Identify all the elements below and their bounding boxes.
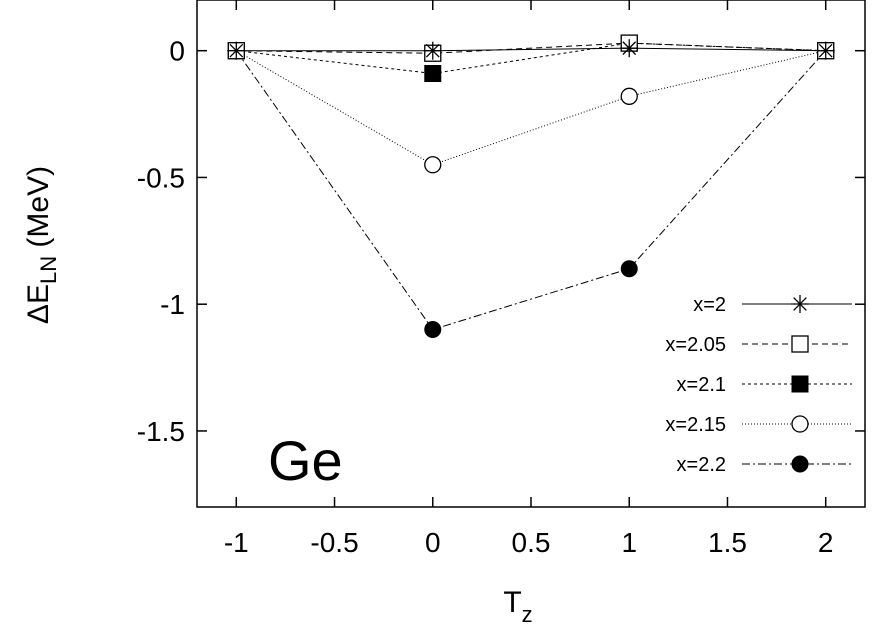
legend-label: x=2.1 — [677, 374, 726, 396]
series-line — [236, 42, 826, 54]
element-annotation: Ge — [268, 429, 343, 492]
x-axis-label-sub: z — [522, 602, 533, 627]
y-tick-label: -1 — [160, 289, 185, 320]
legend-label: x=2 — [693, 294, 726, 316]
legend-marker — [791, 415, 809, 433]
series-line — [236, 47, 826, 52]
legend-entry: x=2.1 — [677, 374, 852, 396]
x-tick-label: -0.5 — [310, 527, 358, 558]
legend: x=2 x=2.05 x=2.1 x=2.15 x=2.2 — [665, 294, 852, 476]
series-x-2-15 — [227, 42, 835, 174]
y-axis-label: ΔELN (MeV) — [22, 166, 61, 324]
x-tick-label: 1 — [621, 527, 637, 558]
data-point — [620, 87, 638, 105]
x-axis: -1 -0.5 0 0.5 1 1.5 2 — [224, 0, 834, 558]
legend-entry: x=2.05 — [665, 334, 852, 356]
x-tick-label: 1.5 — [708, 527, 747, 558]
x-axis-label: Tz — [503, 586, 532, 627]
legend-marker — [791, 375, 809, 393]
legend-label: x=2.2 — [677, 454, 726, 476]
y-tick-label: 0 — [169, 36, 185, 67]
data-point — [227, 41, 246, 60]
data-point — [816, 41, 835, 60]
y-tick-label: -1.5 — [137, 416, 185, 447]
data-point — [424, 156, 442, 174]
series-x-2-1 — [227, 34, 835, 83]
legend-marker — [791, 455, 809, 473]
data-point — [620, 39, 639, 58]
data-point — [620, 260, 638, 278]
y-axis-label-prefix: ΔE — [22, 284, 55, 324]
y-axis-label-sub: LN — [36, 256, 61, 284]
x-tick-label: -1 — [224, 527, 249, 558]
legend-entry: x=2.15 — [665, 414, 852, 436]
series-line — [236, 50, 826, 166]
legend-entry: x=2.2 — [677, 454, 852, 476]
x-tick-label: 0 — [425, 527, 441, 558]
series-line — [235, 50, 827, 331]
legend-label: x=2.05 — [665, 334, 726, 356]
data-point — [424, 321, 442, 339]
legend-label: x=2.15 — [665, 414, 726, 436]
y-axis-label-suffix: (MeV) — [22, 166, 55, 256]
legend-marker — [791, 335, 809, 353]
series-layer — [227, 34, 835, 339]
x-tick-label: 0.5 — [512, 527, 551, 558]
legend-entry: x=2 — [693, 294, 852, 316]
x-tick-label: 2 — [818, 527, 834, 558]
data-point — [424, 65, 442, 83]
data-point — [423, 41, 442, 60]
series-x-2 — [227, 39, 835, 60]
y-tick-label: -0.5 — [137, 162, 185, 193]
series-x-2-2 — [227, 42, 835, 339]
y-axis: 0 -0.5 -1 -1.5 — [137, 36, 865, 447]
series-x-2-05 — [227, 34, 835, 62]
x-axis-label-main: T — [503, 586, 521, 619]
legend-marker — [791, 295, 809, 313]
